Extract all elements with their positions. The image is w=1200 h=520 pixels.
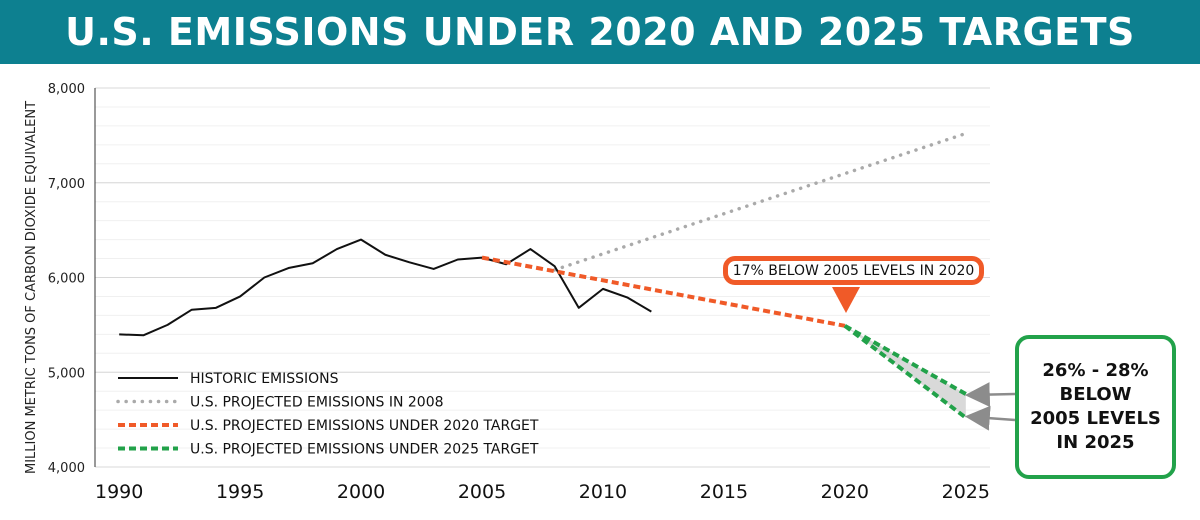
axes: 4,000 5,000 6,000 7,000 8,000 1990 1995 2000 200… <box>24 82 990 503</box>
callout-pointer <box>832 287 860 313</box>
series-2020-target-line <box>481 255 846 328</box>
target-box-line-4: IN 2025 <box>1056 432 1135 453</box>
y-tick-label: 7,000 <box>48 177 85 192</box>
series-2025-target-lower-line <box>843 324 968 420</box>
x-tick-label: 1995 <box>216 481 264 503</box>
target-2025-box: 26% - 28% BELOW 2005 LEVELS IN 2025 <box>1015 335 1176 479</box>
x-tick-label: 2015 <box>700 481 748 503</box>
legend-label: U.S. PROJECTED EMISSIONS UNDER 2020 TARG… <box>190 418 539 434</box>
callout-pointer-triangle <box>832 287 860 313</box>
arrow-to-lower-bound <box>964 405 1016 431</box>
series-layer <box>119 131 968 420</box>
callout-text: 17% BELOW 2005 LEVELS IN 2020 <box>732 262 975 279</box>
y-tick-label: 8,000 <box>48 82 85 97</box>
y-tick-label: 5,000 <box>48 366 85 381</box>
legend-label: U.S. PROJECTED EMISSIONS UNDER 2025 TARG… <box>190 442 539 458</box>
chart-title: U.S. EMISSIONS UNDER 2020 AND 2025 TARGE… <box>65 10 1135 54</box>
legend-label: HISTORIC EMISSIONS <box>190 371 339 387</box>
series-2025-target-upper-line <box>843 324 967 396</box>
target-box-line-3: 2005 LEVELS <box>1030 408 1161 429</box>
x-tick-label: 2005 <box>458 481 506 503</box>
target-box-line-1: 26% - 28% <box>1042 360 1149 381</box>
x-tick-label: 2025 <box>942 481 990 503</box>
target-box-line-2: BELOW <box>1059 384 1132 405</box>
arrow-to-upper-bound <box>964 382 1016 408</box>
legend-label: U.S. PROJECTED EMISSIONS IN 2008 <box>190 395 444 411</box>
title-banner: U.S. EMISSIONS UNDER 2020 AND 2025 TARGE… <box>0 0 1200 64</box>
y-tick-label: 4,000 <box>48 461 85 476</box>
x-tick-label: 2020 <box>821 481 869 503</box>
target-2020-callout: 17% BELOW 2005 LEVELS IN 2020 <box>723 256 984 285</box>
legend: HISTORIC EMISSIONS U.S. PROJECTED EMISSIO… <box>116 371 539 458</box>
emissions-line-chart: 4,000 5,000 6,000 7,000 8,000 1990 1995 2000 200… <box>24 82 1016 503</box>
y-axis-label: MILLION METRIC TONS OF CARBON DIOXIDE EQ… <box>24 101 39 474</box>
y-tick-label: 6,000 <box>48 272 85 287</box>
series-projected-2008-line <box>552 131 968 272</box>
x-tick-label: 2000 <box>337 481 385 503</box>
target-arrows <box>964 382 1016 431</box>
x-tick-label: 2010 <box>579 481 627 503</box>
x-tick-label: 1990 <box>95 481 143 503</box>
series-historic-emissions-line <box>119 238 652 337</box>
